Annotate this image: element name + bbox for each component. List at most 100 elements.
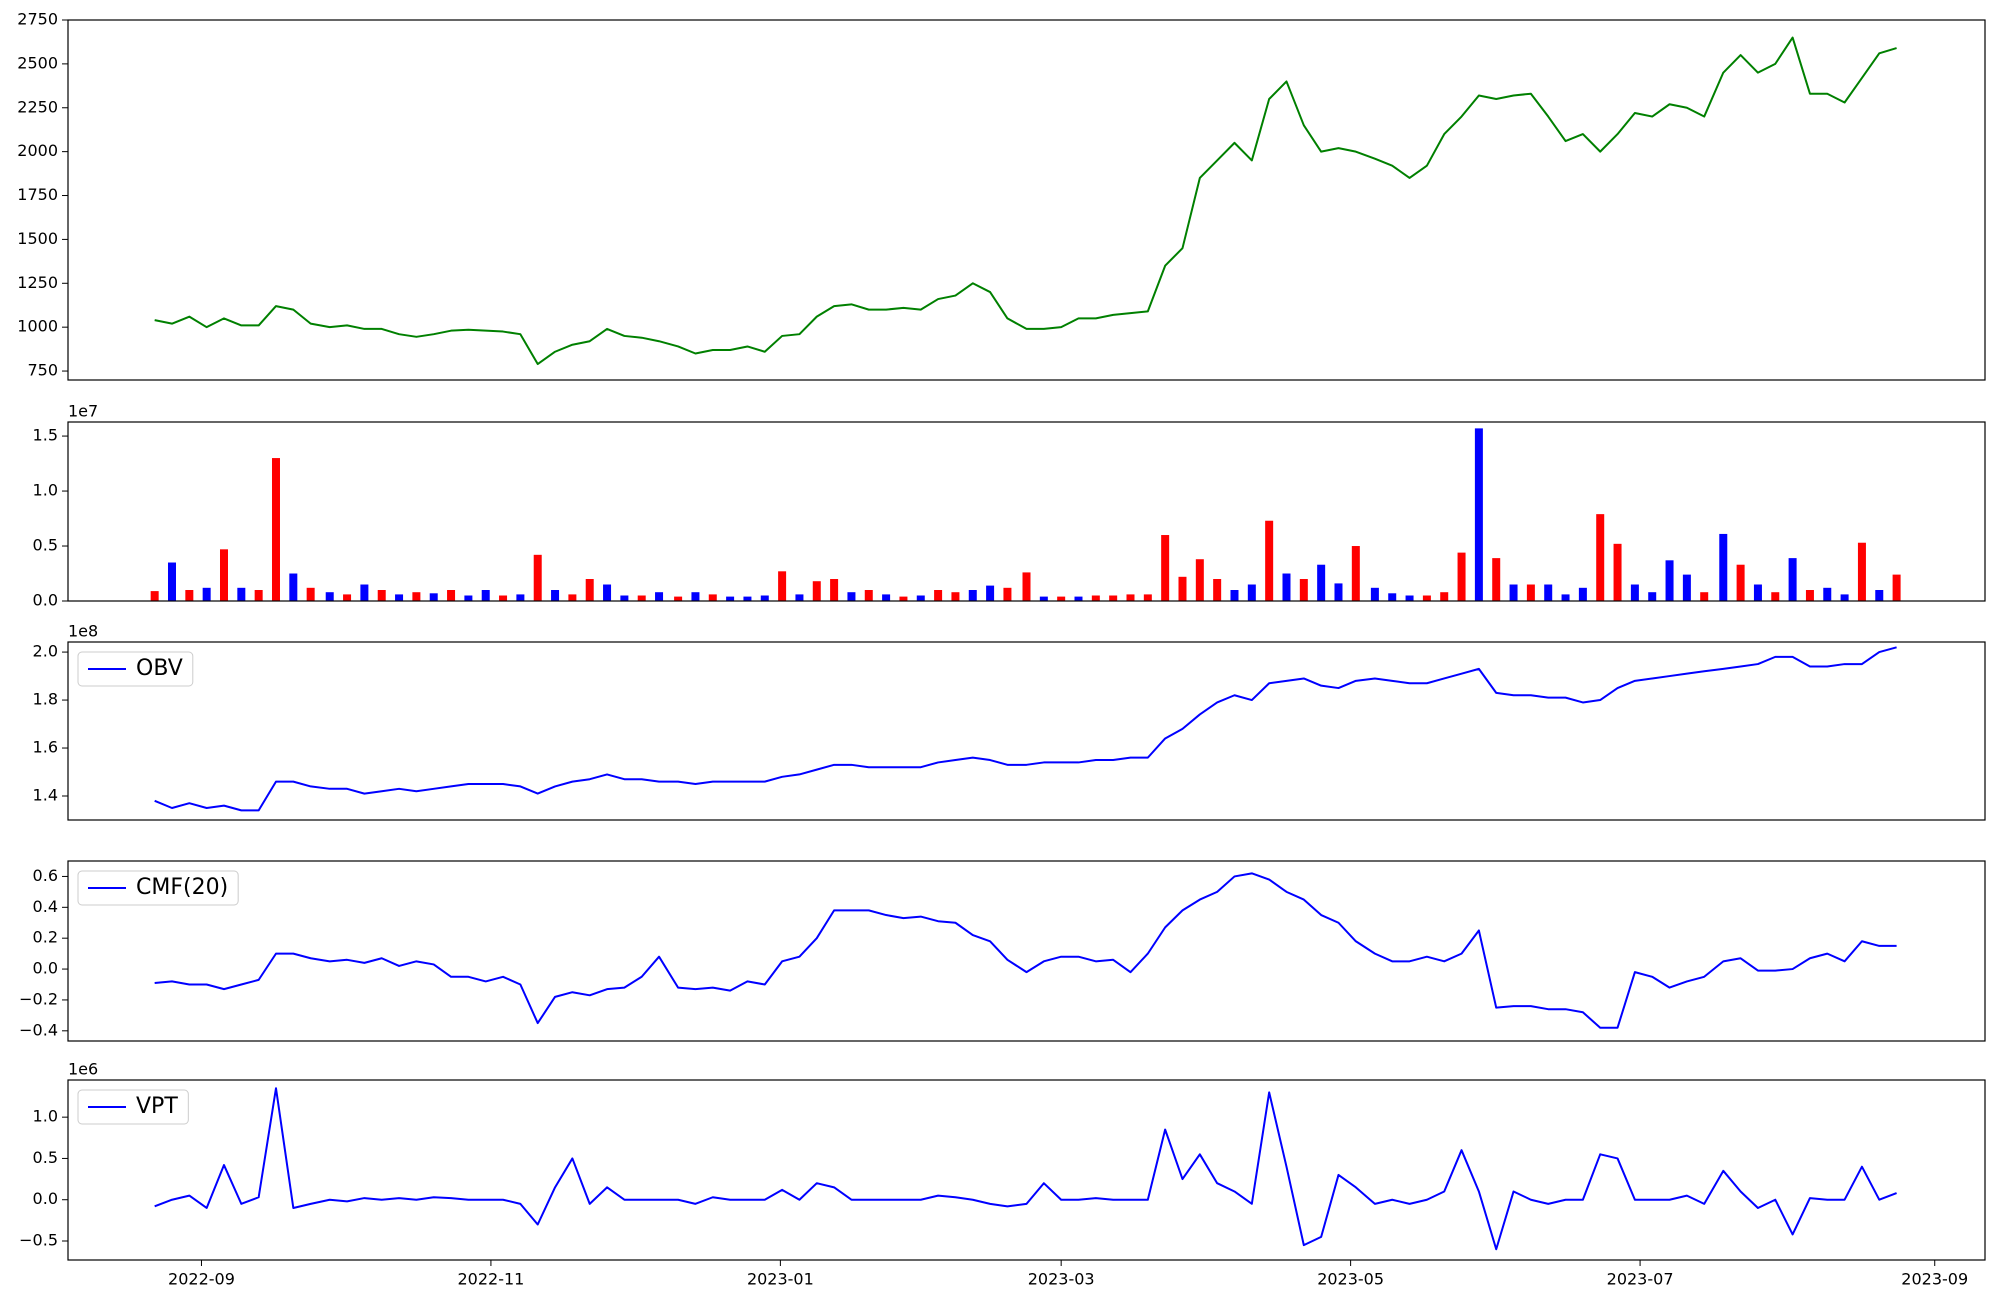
volume-bar <box>447 590 456 601</box>
volume-bar <box>395 594 404 601</box>
volume-bar <box>1422 595 1431 601</box>
volume-bar <box>533 554 542 601</box>
volume-bar <box>1630 584 1639 601</box>
y-tick-label: 0.0 <box>33 1189 58 1208</box>
volume-bar <box>899 596 908 601</box>
volume-bar <box>1126 594 1135 601</box>
volume-bar <box>150 591 159 601</box>
volume-bar <box>1334 583 1343 601</box>
data-line <box>154 36 1897 366</box>
volume-bar <box>185 590 194 601</box>
volume-bar <box>916 595 925 601</box>
axes-frame <box>67 1079 1986 1261</box>
y-tick-label: 2750 <box>17 10 58 29</box>
volume-bar <box>726 596 735 601</box>
volume-bar <box>1388 593 1397 601</box>
data-line <box>154 1087 1897 1251</box>
y-tick-label: 1250 <box>17 273 58 292</box>
y-tick-label: 1.4 <box>33 786 58 805</box>
y-tick-label: −0.4 <box>19 1020 58 1039</box>
legend-box <box>77 651 194 687</box>
volume-bar <box>1648 592 1657 601</box>
volume-bar <box>951 592 960 601</box>
volume-bar <box>1682 574 1691 601</box>
volume-bar <box>202 587 211 601</box>
y-tick-label: −0.5 <box>19 1231 58 1250</box>
volume-bar <box>1613 543 1622 601</box>
volume-bar <box>1823 587 1832 601</box>
volume-bar <box>691 592 700 601</box>
volume-bar <box>778 571 787 601</box>
axes-frame <box>67 641 1986 821</box>
volume-bar <box>1857 542 1866 601</box>
y-tick-label: 1500 <box>17 229 58 248</box>
volume-bar <box>655 592 664 601</box>
volume-bar <box>1405 595 1414 601</box>
legend-box <box>77 870 239 906</box>
volume-bar <box>1788 558 1797 601</box>
volume-bar <box>271 458 280 601</box>
volume-bar <box>1022 572 1031 601</box>
x-tick-label: 2023-09 <box>1901 1270 1968 1289</box>
volume-bar <box>743 596 752 601</box>
volume-bar <box>1143 594 1152 601</box>
volume-bar <box>412 592 421 601</box>
data-line <box>154 872 1897 1029</box>
y-tick-label: 1750 <box>17 185 58 204</box>
volume-bar <box>864 590 873 601</box>
y-tick-label: 0.2 <box>33 928 58 947</box>
y-tick-label: 0.0 <box>33 591 58 610</box>
volume-bar <box>847 592 856 601</box>
y-tick-label: 1.0 <box>33 1107 58 1126</box>
offset-label: 1e8 <box>68 622 98 641</box>
y-tick-label: 2.0 <box>33 642 58 661</box>
legend: CMF(20) <box>77 870 239 906</box>
volume-bar <box>1213 579 1222 601</box>
volume-bar <box>254 590 263 601</box>
y-tick-label: 0.4 <box>33 897 58 916</box>
volume-bar <box>1526 584 1535 601</box>
volume-bar <box>585 579 594 601</box>
volume-bar <box>637 595 646 601</box>
x-tick-label: 2022-11 <box>457 1270 524 1289</box>
axes-frame <box>67 421 1986 602</box>
volume-bar <box>1057 596 1066 601</box>
volume-bar <box>1195 559 1204 601</box>
volume-bar <box>306 587 315 601</box>
legend-label: VPT <box>136 1094 178 1119</box>
legend: VPT <box>77 1089 189 1125</box>
axes-frame <box>67 19 1986 381</box>
volume-bar <box>1178 576 1187 601</box>
volume-bar <box>1109 595 1118 601</box>
y-tick-label: 1000 <box>17 317 58 336</box>
data-line <box>154 646 1897 812</box>
volume-bar <box>1544 584 1553 601</box>
volume-bar <box>795 594 804 601</box>
y-tick-label: 2250 <box>17 97 58 116</box>
volume-bar <box>167 562 176 601</box>
volume-bar <box>343 594 352 601</box>
volume-bar <box>1161 535 1170 601</box>
volume-bar <box>1282 573 1291 601</box>
volume-bar <box>516 594 525 601</box>
volume-bar <box>219 549 228 601</box>
volume-bar <box>603 584 612 601</box>
offset-label: 1e7 <box>68 402 98 421</box>
volume-bar <box>499 595 508 601</box>
volume-bar <box>1665 560 1674 601</box>
volume-bar <box>1457 552 1466 601</box>
axes-frame <box>67 860 1986 1042</box>
x-tick-label: 2023-07 <box>1607 1270 1674 1289</box>
y-tick-label: 1.6 <box>33 738 58 757</box>
volume-bar <box>481 590 490 601</box>
volume-bar <box>1719 533 1728 601</box>
volume-bar <box>760 595 769 601</box>
y-tick-label: −0.2 <box>19 989 58 1008</box>
volume-bar <box>1700 592 1709 601</box>
volume-bar <box>289 573 298 601</box>
volume-bar <box>1596 514 1605 601</box>
x-tick-label: 2023-03 <box>1028 1270 1095 1289</box>
volume-bar <box>830 579 839 601</box>
